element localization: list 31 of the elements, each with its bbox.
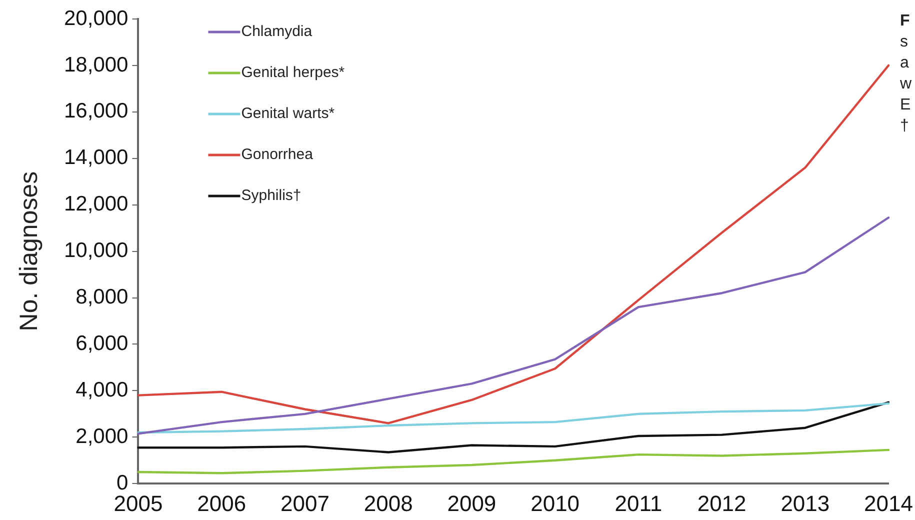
y-tick-label: 14,000 xyxy=(64,146,128,170)
legend-label: Gonorrhea xyxy=(241,146,314,164)
text: s xyxy=(900,33,908,50)
text: F xyxy=(900,12,910,30)
x-tick-label: 2009 xyxy=(447,490,496,516)
text: † xyxy=(900,117,909,134)
text: a xyxy=(900,54,909,72)
y-tick-label: 16,000 xyxy=(64,100,128,123)
y-tick-label: 18,000 xyxy=(64,53,128,76)
y-tick-label: 6,000 xyxy=(76,332,128,356)
text: w xyxy=(899,75,912,92)
y-axis-title: No. diagnoses xyxy=(14,171,43,332)
y-tick-label: 20,000 xyxy=(64,6,128,30)
x-tick-label: 2010 xyxy=(530,490,580,516)
x-tick-label: 2011 xyxy=(614,490,662,516)
y-tick-label: 10,000 xyxy=(64,239,128,262)
y-tick-label: 2,000 xyxy=(76,424,128,448)
y-tick-label: 4,000 xyxy=(76,378,128,402)
x-tick-label: 2006 xyxy=(197,490,246,516)
x-tick-label: 2008 xyxy=(364,490,413,516)
legend-label: Syphilis† xyxy=(241,187,302,204)
x-tick-label: 2007 xyxy=(280,490,330,516)
x-tick-label: 2014 xyxy=(864,490,914,516)
x-tick-label: 2012 xyxy=(697,490,746,516)
y-tick-label: 8,000 xyxy=(76,286,128,309)
legend-label: Chlamydia xyxy=(241,23,313,40)
x-tick-label: 2013 xyxy=(780,490,830,516)
text: E xyxy=(900,96,911,114)
y-tick-label: 12,000 xyxy=(64,192,128,216)
legend-label: Genital warts* xyxy=(241,105,335,122)
legend-label: Genital herpes* xyxy=(241,64,345,82)
